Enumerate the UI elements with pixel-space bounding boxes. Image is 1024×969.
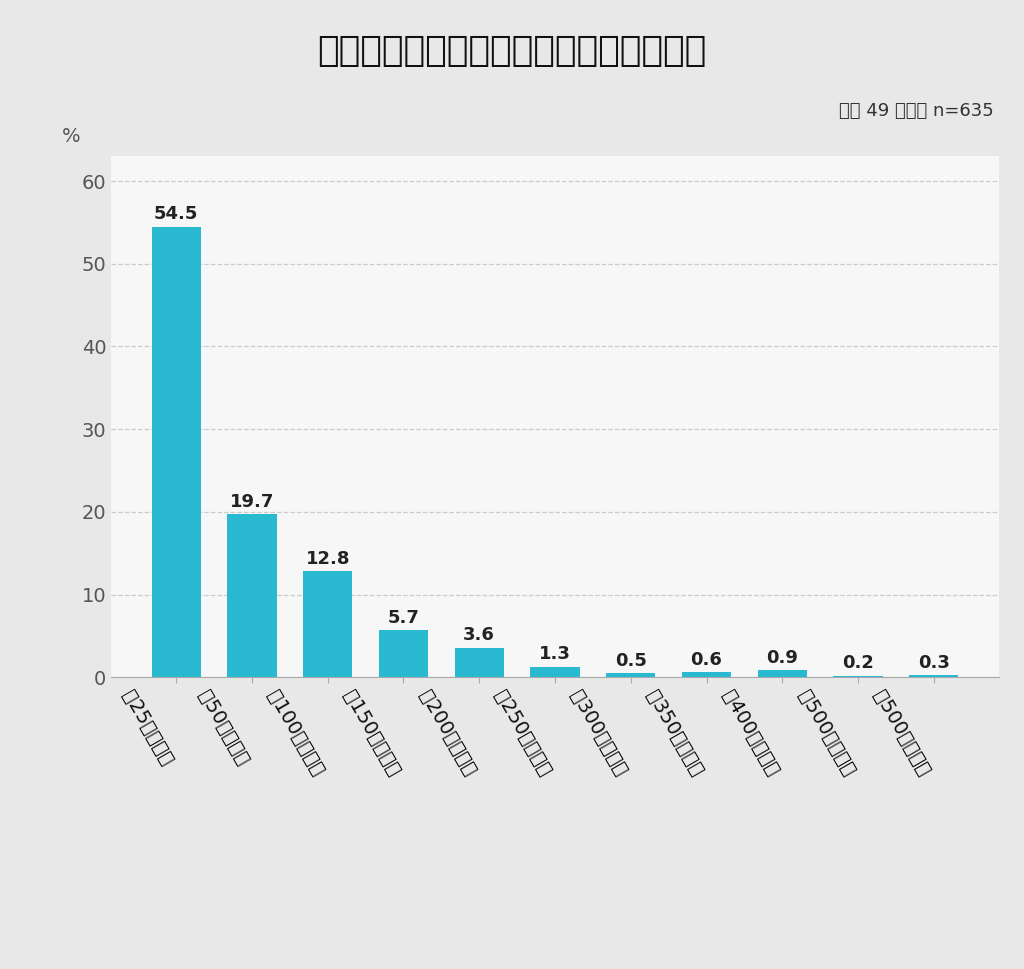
Bar: [379, 630, 428, 677]
Bar: [530, 667, 580, 677]
Bar: [152, 227, 201, 677]
Text: 平均 49 万円／ n=635: 平均 49 万円／ n=635: [839, 102, 993, 120]
Bar: [455, 647, 504, 677]
Bar: [909, 674, 958, 677]
Bar: [758, 670, 807, 677]
Bar: [227, 515, 276, 677]
Y-axis label: %: %: [62, 127, 81, 145]
Text: 3.6: 3.6: [463, 626, 496, 644]
Bar: [606, 673, 655, 677]
Bar: [834, 675, 883, 677]
Text: 0.5: 0.5: [614, 652, 647, 670]
Text: 0.3: 0.3: [918, 653, 949, 672]
Bar: [303, 572, 352, 677]
Text: 0.9: 0.9: [766, 648, 799, 667]
Text: 0.2: 0.2: [842, 654, 873, 672]
Text: 12.8: 12.8: [305, 550, 350, 568]
Text: 相続のため行政書士などに依頼した費用: 相続のため行政書士などに依頼した費用: [317, 34, 707, 68]
Text: 0.6: 0.6: [690, 651, 723, 669]
Bar: [682, 672, 731, 677]
Text: 54.5: 54.5: [154, 205, 199, 223]
Text: 5.7: 5.7: [387, 609, 420, 627]
Text: 19.7: 19.7: [229, 493, 274, 511]
Text: 1.3: 1.3: [539, 645, 571, 663]
